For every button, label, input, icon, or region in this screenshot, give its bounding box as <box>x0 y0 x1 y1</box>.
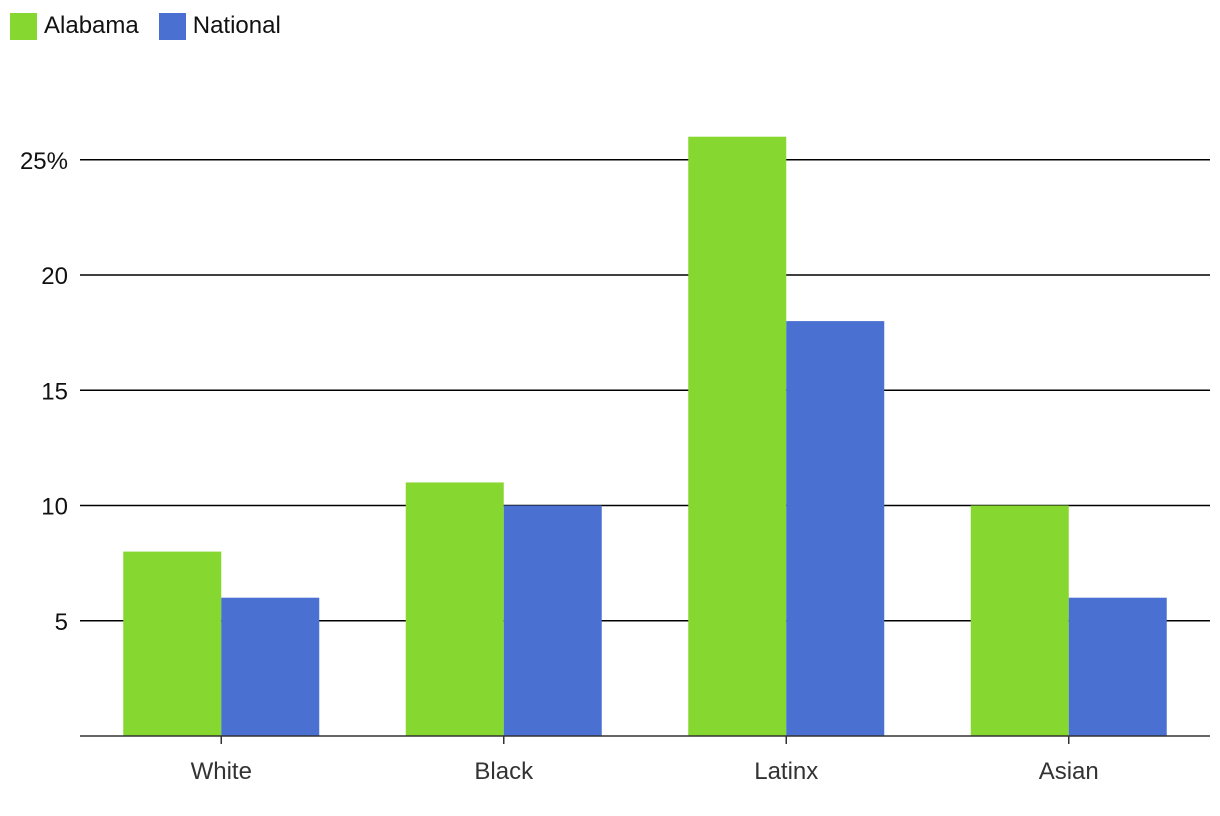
legend-item-alabama: Alabama <box>10 12 139 40</box>
legend-swatch-national <box>158 12 186 40</box>
bar-national-black <box>503 505 602 736</box>
legend-item-national: National <box>158 12 281 40</box>
y-tick-label-5: 5 <box>55 609 68 636</box>
y-tick-label-15: 15 <box>41 378 68 405</box>
legend-label-alabama: Alabama <box>44 12 139 39</box>
legend-swatch-alabama <box>10 12 37 40</box>
bar-national-white <box>221 597 320 736</box>
bar-alabama-black <box>405 482 504 736</box>
y-tick-label-10: 10 <box>41 494 68 521</box>
bar-alabama-asian <box>970 505 1069 736</box>
legend: Alabama National <box>10 12 281 40</box>
bar-alabama-latinx <box>688 136 787 736</box>
y-tick-label-20: 20 <box>41 263 68 290</box>
x-tick-label-asian: Asian <box>1039 758 1099 785</box>
x-tick-label-black: Black <box>474 758 534 785</box>
y-tick-label-25: 25% <box>20 148 68 175</box>
x-tick-label-latinx: Latinx <box>754 758 818 785</box>
bar-alabama-white <box>123 551 222 736</box>
bar-national-latinx <box>786 321 885 736</box>
legend-label-national: National <box>192 12 281 39</box>
x-tick-label-white: White <box>191 758 252 785</box>
bar-national-asian <box>1068 597 1167 736</box>
